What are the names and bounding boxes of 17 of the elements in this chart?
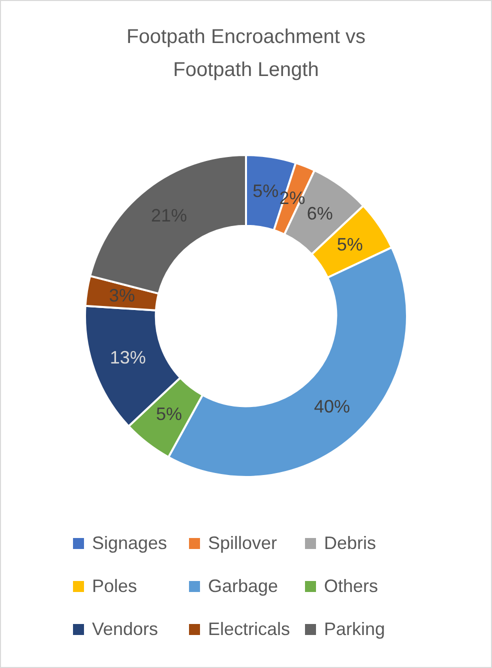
legend-label: Debris <box>324 533 376 554</box>
legend-label: Spillover <box>208 533 278 554</box>
legend-label: Electricals <box>208 619 290 640</box>
data-label: 6% <box>306 203 333 224</box>
data-label: 3% <box>108 285 135 306</box>
data-label: 5% <box>156 404 182 424</box>
chart-title: Footpath Encroachment vs Footpath Length <box>125 25 366 83</box>
legend-label: Vendors <box>92 619 158 640</box>
legend-label: Poles <box>92 576 138 597</box>
data-label: 40% <box>314 396 350 417</box>
legend-label: Others <box>324 576 378 597</box>
legend-label: Garbage <box>208 576 278 597</box>
data-label: 13% <box>110 348 146 368</box>
data-label: 5% <box>336 234 363 254</box>
data-label: 5% <box>252 180 279 201</box>
legend-label: Parking <box>324 619 386 640</box>
legend-label: Signages <box>92 533 168 554</box>
